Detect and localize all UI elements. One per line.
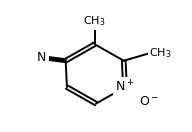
Text: CH$_3$: CH$_3$: [149, 47, 172, 60]
Text: O$^-$: O$^-$: [139, 95, 159, 108]
Text: CH$_3$: CH$_3$: [84, 14, 106, 28]
Text: N: N: [37, 51, 47, 64]
Text: N$^+$: N$^+$: [115, 79, 135, 95]
